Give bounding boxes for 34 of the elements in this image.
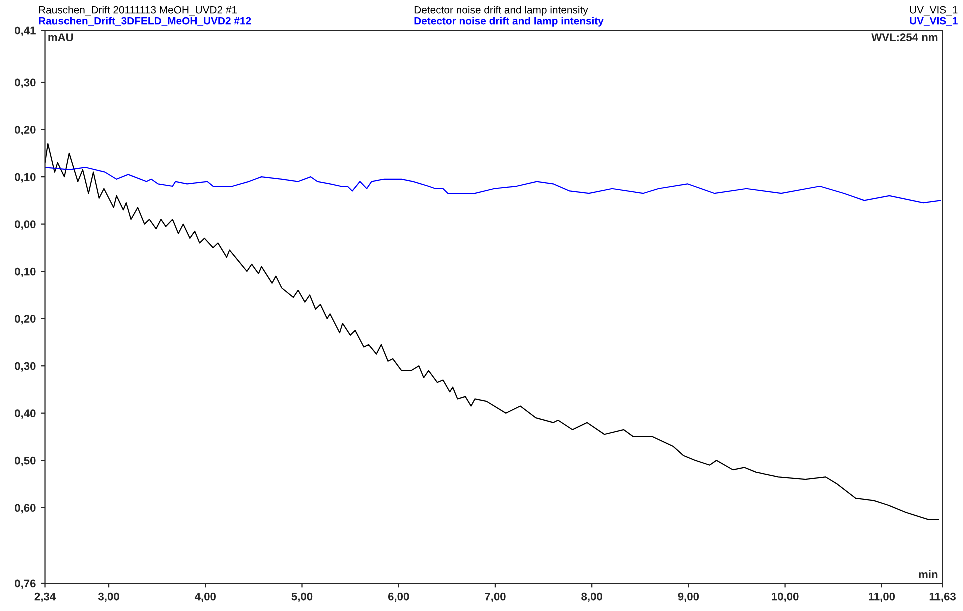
y-axis-title: mAU <box>48 34 74 42</box>
y-tick-label: 0,00 <box>15 220 36 230</box>
y-tick-label: 0,76 <box>15 580 36 590</box>
x-tick-label: 11,63 <box>930 592 956 602</box>
x-tick-label: 4,00 <box>194 592 216 602</box>
y-tick-label: 0,41 <box>15 26 36 36</box>
y-tick-label: 0,40 <box>15 410 36 420</box>
line-series <box>45 167 942 204</box>
annotation: WVL:254 nm <box>872 34 938 42</box>
y-tick-label: 0,20 <box>15 126 36 136</box>
x-tick-label: 8,00 <box>582 592 602 602</box>
y-tick-label: 0,60 <box>15 504 36 514</box>
y-tick-label: 0,30 <box>15 362 36 372</box>
x-axis-title: min <box>919 570 938 578</box>
text: Rauschen_Drift_3DFELD_MeOH_UVD2 #12 <box>39 17 252 26</box>
text: UV_VIS_1 <box>910 17 958 26</box>
x-tick-label: 5,00 <box>292 592 313 602</box>
y-tick-label: 0,10 <box>15 268 36 278</box>
chart-subtitle: Detector noise drift and lamp intensity <box>414 17 604 27</box>
chart-title: Detector noise drift and lamp intensity <box>414 6 588 16</box>
text: Rauschen_Drift 20111113 MeOH_UVD2 #1 <box>39 6 238 16</box>
x-tick-label: 6,00 <box>388 592 410 602</box>
x-tick-label: 9,00 <box>678 592 700 602</box>
x-tick-label: 10,00 <box>772 592 799 602</box>
line-series <box>45 143 940 520</box>
x-tick-label: 11,00 <box>869 592 896 602</box>
x-tick-label: 3,00 <box>98 592 120 602</box>
y-tick-label: 0,10 <box>15 173 36 183</box>
y-tick-label: 0,30 <box>15 78 36 88</box>
y-tick-label: 0,20 <box>15 315 36 325</box>
x-tick-label: 7,00 <box>485 592 506 602</box>
text: UV_VIS_1 <box>910 6 958 16</box>
y-tick-label: 0,50 <box>15 456 36 466</box>
x-tick-label: 2,34 <box>34 592 56 602</box>
